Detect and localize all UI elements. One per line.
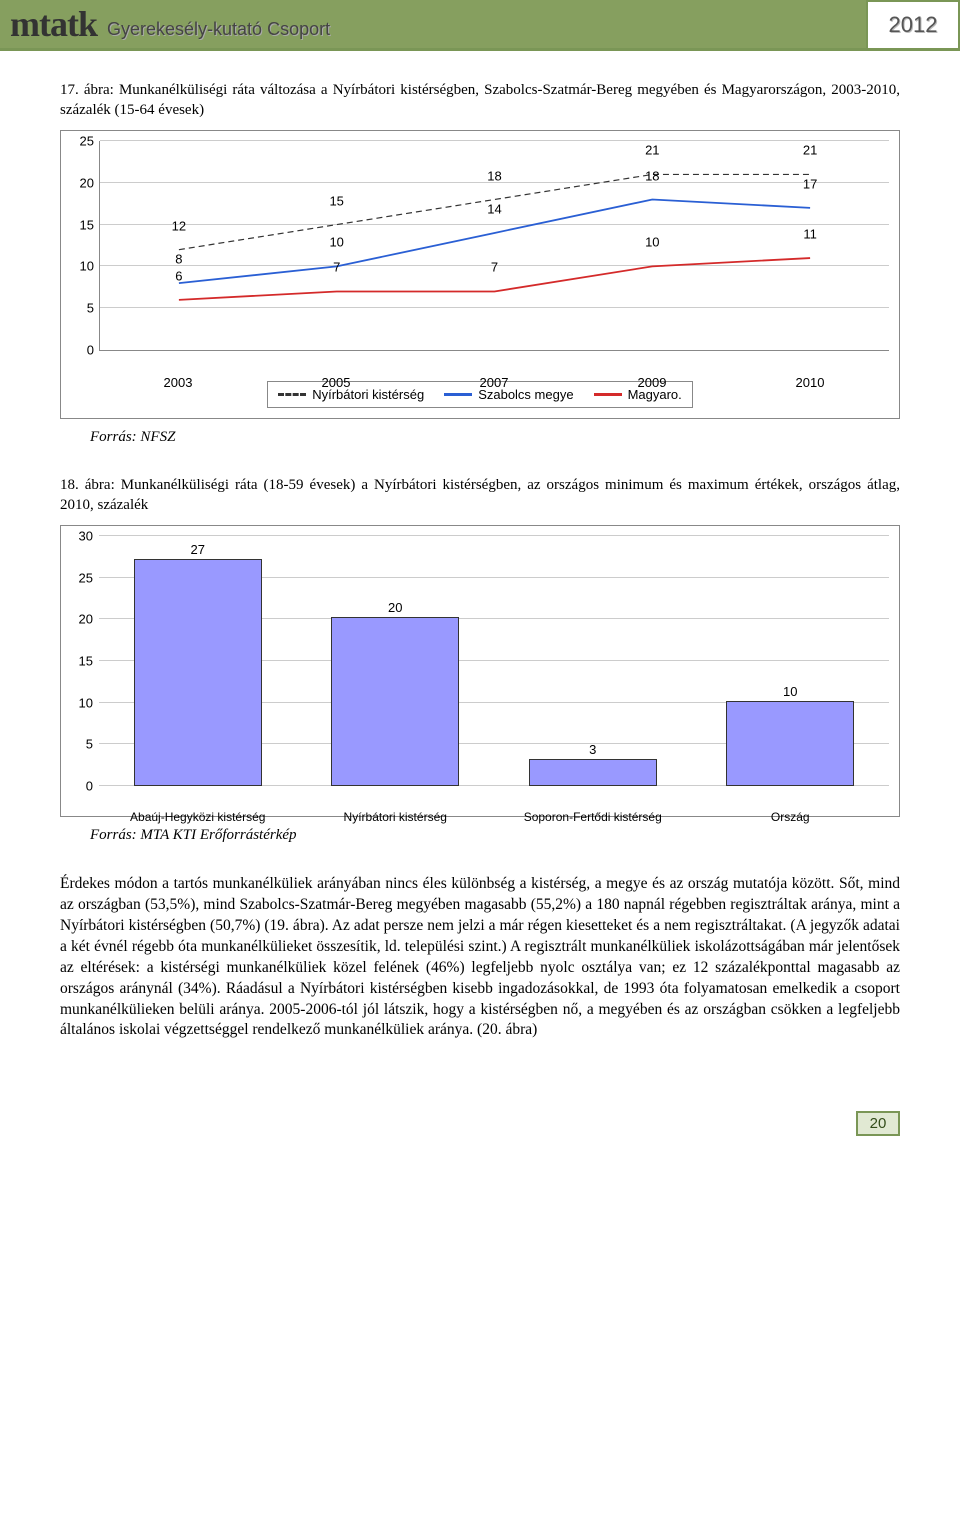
header-left: mtatk Gyerekesély-kutató Csoport <box>0 0 866 48</box>
header-subtitle: Gyerekesély-kutató Csoport <box>107 9 330 40</box>
data-label: 14 <box>487 201 501 216</box>
chart2-source: Forrás: MTA KTI Erőforrástérkép <box>90 827 900 844</box>
data-label: 8 <box>175 252 182 267</box>
chart2-caption: 18. ábra: Munkanélküliségi ráta (18-59 é… <box>60 476 900 515</box>
header-year: 2012 <box>866 0 960 48</box>
chart2: 0510152025302720310 Abaúj-Hegyközi kisté… <box>60 525 900 817</box>
chart1-caption: 17. ábra: Munkanélküliségi ráta változás… <box>60 81 900 120</box>
data-label: 7 <box>491 260 498 275</box>
data-label: 12 <box>172 218 186 233</box>
data-label: 6 <box>175 268 182 283</box>
logo: mtatk <box>10 3 97 45</box>
page-content: 17. ábra: Munkanélküliségi ráta változás… <box>0 81 960 1071</box>
chart1: 051015202512151821218101418176771011 200… <box>60 130 900 419</box>
data-label: 21 <box>803 143 817 158</box>
data-label: 21 <box>645 143 659 158</box>
page-number: 20 <box>856 1111 900 1136</box>
data-label: 17 <box>803 176 817 191</box>
bar: 27 <box>135 536 261 786</box>
data-label: 11 <box>803 227 817 242</box>
data-label: 7 <box>333 260 340 275</box>
chart1-source: Forrás: NFSZ <box>90 429 900 446</box>
data-label: 18 <box>645 168 659 183</box>
data-label: 10 <box>329 235 343 250</box>
data-label: 15 <box>329 193 343 208</box>
body-paragraph: Érdekes módon a tartós munkanélküliek ar… <box>60 874 900 1041</box>
bar: 3 <box>530 536 656 786</box>
bar: 20 <box>332 536 458 786</box>
data-label: 10 <box>645 235 659 250</box>
data-label: 18 <box>487 168 501 183</box>
bar: 10 <box>727 536 853 786</box>
page-header: mtatk Gyerekesély-kutató Csoport 2012 <box>0 0 960 51</box>
